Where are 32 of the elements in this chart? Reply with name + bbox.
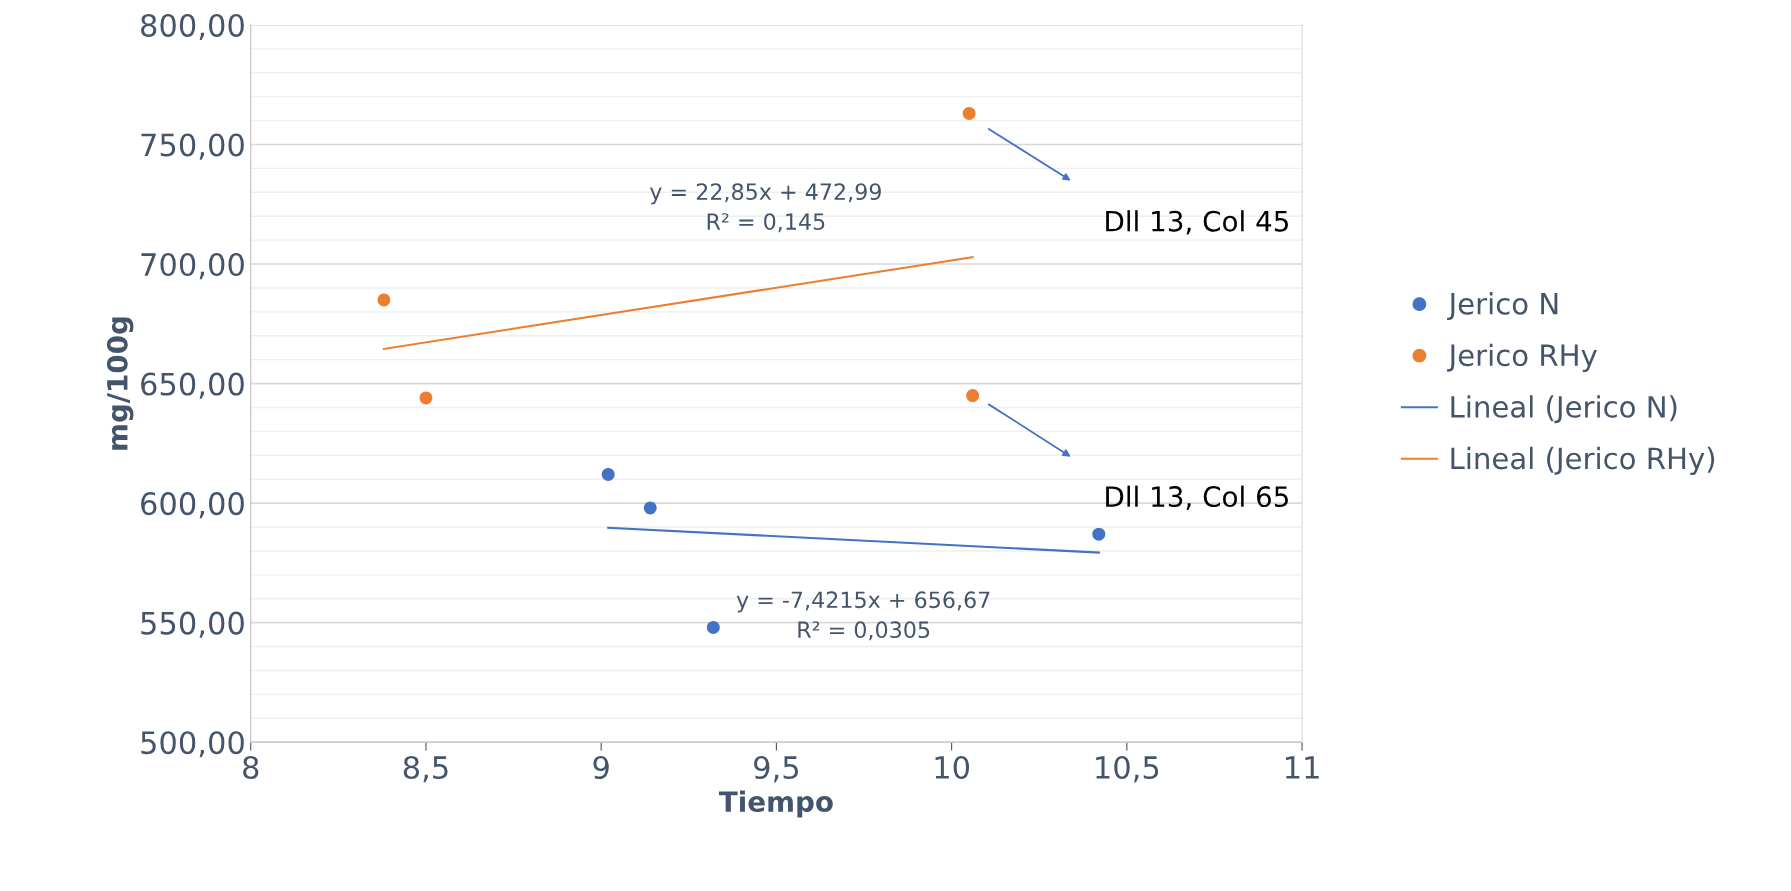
y-axis-title: mg/100g (106, 317, 134, 450)
y-tick-label: 700,00 (141, 252, 244, 280)
point (962, 106, 976, 120)
y-tick-label: 650,00 (141, 372, 244, 399)
y-tick-label: 600,00 (141, 492, 244, 519)
annotation: Dll 13, Col 45 (1106, 210, 1288, 235)
y-tick-label: 500,00 (141, 731, 244, 758)
legend-label: Lineal (Jerico RHy) (1451, 446, 1715, 476)
annotation: Dll 13, Col 65 (1106, 485, 1288, 510)
point (377, 293, 391, 307)
point (643, 501, 657, 515)
y-tick-label: 750,00 (141, 133, 244, 160)
legend-label: Jerico RHy (1447, 343, 1597, 372)
y-tick-label: 800,00 (141, 13, 244, 41)
annotation: y = -7,4215x + 656,67 R² = 0,0305 (736, 591, 990, 641)
point (601, 467, 615, 481)
point (419, 391, 433, 405)
legend-label: Jerico N (1447, 292, 1558, 321)
point (966, 389, 980, 403)
x-tick-label: 10 (935, 755, 970, 780)
x-tick-label: 9 (593, 755, 609, 780)
point (706, 620, 720, 634)
x-tick-label: 9,5 (754, 755, 799, 783)
x-tick-label: 11 (1285, 756, 1319, 779)
y-tick-label: 550,00 (141, 611, 244, 638)
x-tick-label: 8,5 (403, 755, 448, 783)
point (1092, 527, 1106, 541)
x-tick-label: 8 (243, 755, 259, 780)
legend-label: Lineal (Jerico N) (1451, 395, 1677, 424)
x-axis-title: Tiempo (718, 790, 833, 818)
x-tick-label: 10,5 (1096, 755, 1159, 783)
annotation: y = 22,85x + 472,99 R² = 0,145 (649, 183, 881, 233)
